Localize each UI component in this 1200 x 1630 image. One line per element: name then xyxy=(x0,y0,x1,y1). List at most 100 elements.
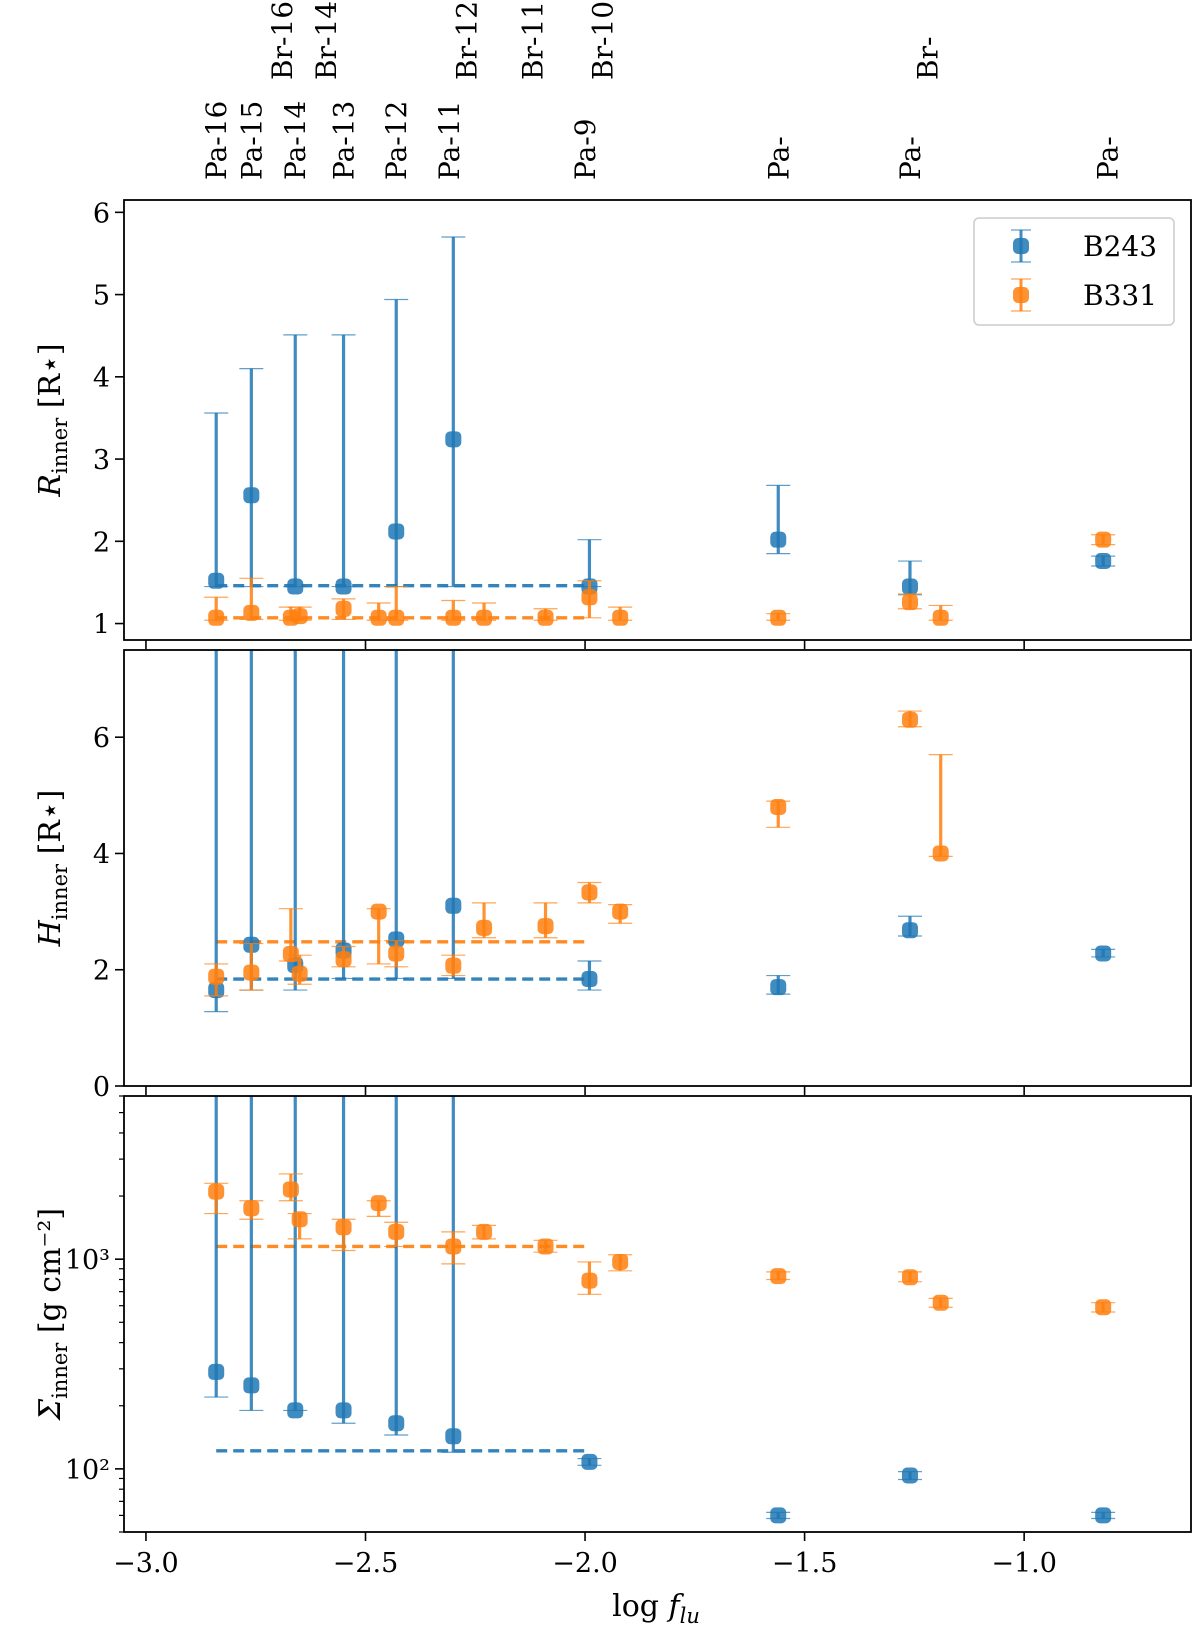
paschen-line-label: Pa-13 xyxy=(328,101,361,180)
brackett-line-label: Br-11 xyxy=(516,1,549,80)
x-tick-label: −1.0 xyxy=(991,1548,1057,1579)
series-b243 xyxy=(204,1096,1116,1524)
series-b243 xyxy=(204,236,1116,596)
series-b331 xyxy=(204,710,953,997)
data-point xyxy=(476,919,493,936)
brackett-line-label: Br-16 xyxy=(266,1,299,80)
data-point xyxy=(335,1219,352,1236)
y-tick-label: 6 xyxy=(93,723,110,754)
x-axis-label: log flu xyxy=(612,1589,700,1628)
data-point xyxy=(537,1238,554,1255)
data-point xyxy=(932,1294,949,1311)
data-point xyxy=(335,951,352,968)
data-point xyxy=(537,609,554,626)
legend-marker xyxy=(1013,238,1029,254)
data-point xyxy=(581,589,598,606)
series-b331 xyxy=(204,531,1116,626)
legend: B243 B331 xyxy=(973,217,1175,326)
data-point xyxy=(1095,945,1112,962)
data-point xyxy=(370,609,387,626)
data-point xyxy=(901,711,918,728)
series-b243 xyxy=(204,650,1116,1013)
sigma-inner-plot-area xyxy=(204,1096,1116,1524)
brackett-line-label: Br-10 xyxy=(587,1,620,80)
data-point xyxy=(581,1453,598,1470)
data-point xyxy=(537,918,554,935)
data-point xyxy=(335,600,352,617)
data-point xyxy=(901,1269,918,1286)
y-tick-label: 10² xyxy=(65,1455,110,1486)
y-axis-label: Σinner [g cm⁻²] xyxy=(33,1208,72,1421)
data-point xyxy=(445,1428,462,1445)
data-point xyxy=(208,609,225,626)
data-point xyxy=(1095,1299,1112,1316)
data-point xyxy=(770,1507,787,1524)
data-point xyxy=(287,578,304,595)
data-point xyxy=(581,884,598,901)
data-point xyxy=(282,946,299,963)
x-tick-label: −2.0 xyxy=(552,1548,618,1579)
data-point xyxy=(445,431,462,448)
x-tick-label: −2.5 xyxy=(333,1548,399,1579)
x-tick-label: −3.0 xyxy=(113,1548,179,1579)
y-tick-label: 0 xyxy=(93,1072,110,1103)
brackett-line-label: Br- xyxy=(912,37,945,80)
series-b331 xyxy=(204,1173,1116,1316)
y-tick-label: 4 xyxy=(93,363,110,394)
data-point xyxy=(1095,553,1112,570)
x-tick-label: −1.5 xyxy=(772,1548,838,1579)
data-point xyxy=(445,609,462,626)
data-point xyxy=(581,971,598,988)
data-point xyxy=(445,957,462,974)
data-point xyxy=(287,1402,304,1419)
data-point xyxy=(770,979,787,996)
paschen-line-label: Pa- xyxy=(762,136,795,180)
h-inner-frame xyxy=(123,649,1192,1087)
h-inner-plot-area xyxy=(204,650,1116,1013)
data-point xyxy=(476,1223,493,1240)
data-point xyxy=(370,903,387,920)
r-inner-plot-area xyxy=(204,236,1116,626)
data-point xyxy=(445,897,462,914)
data-point xyxy=(901,922,918,939)
paschen-line-label: Pa-14 xyxy=(279,101,312,180)
data-point xyxy=(901,1467,918,1484)
data-point xyxy=(243,604,260,621)
h-inner-panel: 0 2 4 6 Hinner [R⋆] xyxy=(33,649,1192,1103)
data-point xyxy=(581,1272,598,1289)
data-point xyxy=(335,578,352,595)
y-tick-label: 6 xyxy=(93,198,110,229)
paschen-line-label: Pa-9 xyxy=(569,118,602,180)
paschen-line-label: Pa- xyxy=(1092,136,1125,180)
legend-label-b243: B243 xyxy=(1083,230,1157,263)
r-inner-frame xyxy=(123,199,1192,641)
data-point xyxy=(282,1181,299,1198)
data-point xyxy=(1095,531,1112,548)
data-point xyxy=(901,594,918,611)
brackett-line-label: Br-12 xyxy=(450,1,483,80)
data-point xyxy=(770,798,787,815)
data-point xyxy=(770,609,787,626)
y-tick-label: 4 xyxy=(93,839,110,870)
data-point xyxy=(291,965,308,982)
paschen-line-label: Pa-16 xyxy=(200,101,233,180)
data-point xyxy=(208,1363,225,1380)
y-tick-label: 2 xyxy=(93,527,110,558)
data-point xyxy=(388,945,405,962)
data-point xyxy=(770,531,787,548)
data-point xyxy=(208,572,225,589)
y-tick-label: 3 xyxy=(93,445,110,476)
paschen-line-label: Pa- xyxy=(894,136,927,180)
data-point xyxy=(388,931,405,948)
y-tick-label: 2 xyxy=(93,956,110,987)
data-point xyxy=(932,609,949,626)
data-point xyxy=(291,608,308,625)
data-point xyxy=(243,964,260,981)
sigma-inner-frame xyxy=(123,1095,1192,1533)
y-axis-label: Hinner [R⋆] xyxy=(33,790,72,948)
data-point xyxy=(388,1223,405,1240)
data-point xyxy=(612,903,629,920)
data-point xyxy=(445,1238,462,1255)
paschen-line-label: Pa-12 xyxy=(380,101,413,180)
